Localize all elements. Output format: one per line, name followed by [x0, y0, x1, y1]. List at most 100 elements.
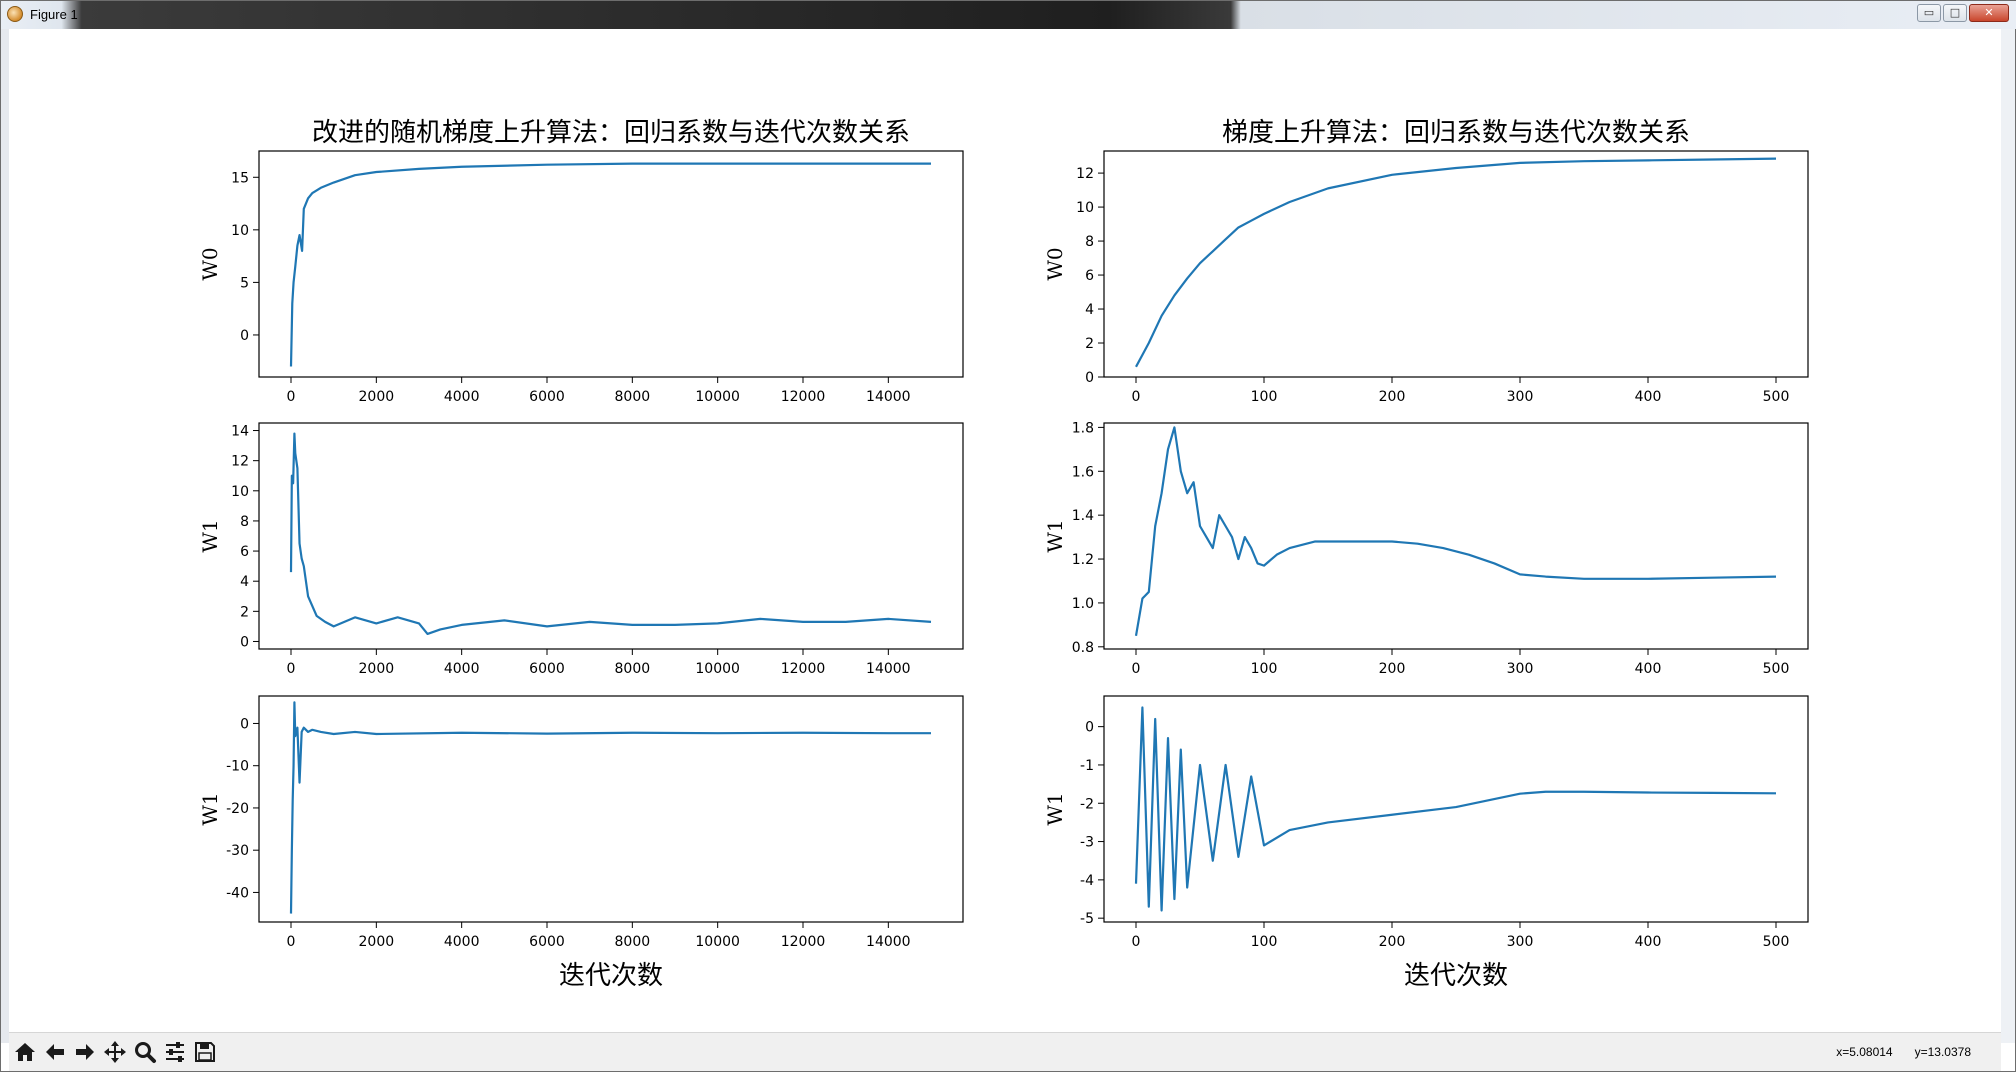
- y-axis-label: W1: [198, 792, 222, 825]
- window-title: Figure 1: [30, 7, 78, 22]
- x-tick-label: 400: [1635, 389, 1662, 405]
- x-tick-label: 0: [287, 934, 296, 950]
- y-tick-label: 14: [231, 424, 249, 440]
- y-tick-label: -2: [1080, 796, 1094, 812]
- y-tick-label: 1.6: [1072, 464, 1094, 480]
- x-tick-label: 0: [1132, 934, 1141, 950]
- title-bar[interactable]: Figure 1 ▭ □ ✕: [1, 1, 2016, 29]
- y-tick-label: -30: [226, 843, 249, 859]
- x-tick-label: 400: [1635, 661, 1662, 677]
- x-tick-label: 100: [1251, 934, 1278, 950]
- x-tick-label: 500: [1763, 934, 1790, 950]
- axes-frame: [1103, 150, 1809, 378]
- x-tick-label: 300: [1507, 934, 1534, 950]
- x-tick-label: 8000: [615, 389, 651, 405]
- x-tick-label: 12000: [781, 389, 826, 405]
- x-tick-label: 500: [1763, 389, 1790, 405]
- save-button[interactable]: [191, 1038, 219, 1066]
- y-tick-label: 0: [1085, 720, 1094, 736]
- y-tick-label: 0: [1085, 370, 1094, 386]
- series-line: [1135, 157, 1777, 368]
- x-tick-label: 2000: [359, 661, 395, 677]
- y-axis-label: W1: [198, 519, 222, 552]
- x-tick-label: 10000: [695, 934, 740, 950]
- x-tick-label: 14000: [866, 389, 911, 405]
- x-tick-label: 100: [1251, 661, 1278, 677]
- pan-icon: [104, 1041, 126, 1063]
- axes-frame: [258, 150, 964, 378]
- axes-frame: [258, 695, 964, 923]
- x-tick-label: 200: [1379, 389, 1406, 405]
- configure-subplots-button[interactable]: [161, 1038, 189, 1066]
- y-tick-label: -10: [226, 759, 249, 775]
- x-tick-label: 12000: [781, 934, 826, 950]
- window-controls: ▭ □ ✕: [1917, 4, 2009, 22]
- y-tick-label: 2: [240, 604, 249, 620]
- y-tick-label: 12: [231, 454, 249, 470]
- y-tick-label: 0: [240, 328, 249, 344]
- y-axis-label: W1: [1043, 519, 1067, 552]
- x-tick-label: 2000: [359, 934, 395, 950]
- cursor-coordinates: x=5.08014 y=13.0378: [1814, 1045, 1971, 1059]
- x-tick-label: 8000: [615, 934, 651, 950]
- x-tick-label: 400: [1635, 934, 1662, 950]
- zoom-icon: [135, 1042, 156, 1063]
- y-tick-label: 10: [231, 484, 249, 500]
- x-tick-label: 4000: [444, 934, 480, 950]
- y-tick-label: 1.4: [1072, 508, 1094, 524]
- x-tick-label: 12000: [781, 661, 826, 677]
- y-tick-label: 1.2: [1072, 552, 1094, 568]
- pan-button[interactable]: [101, 1038, 129, 1066]
- x-tick-label: 500: [1763, 661, 1790, 677]
- y-tick-label: -40: [226, 885, 249, 901]
- y-tick-label: -1: [1080, 758, 1094, 774]
- series-line: [1134, 706, 1777, 912]
- series-line: [289, 162, 931, 367]
- x-tick-label: 10000: [695, 661, 740, 677]
- axes-frame: [1103, 695, 1809, 923]
- x-tick-label: 300: [1507, 389, 1534, 405]
- back-button[interactable]: [41, 1038, 69, 1066]
- y-tick-label: 1.0: [1072, 596, 1094, 612]
- configure-subplots-icon: [166, 1042, 184, 1062]
- home-button[interactable]: [11, 1038, 39, 1066]
- subplot-title: 改进的随机梯度上升算法：回归系数与迭代次数关系: [312, 118, 910, 148]
- save-icon: [195, 1042, 215, 1062]
- x-tick-label: 8000: [615, 661, 651, 677]
- y-tick-label: 2: [1085, 336, 1094, 352]
- y-tick-label: 1.8: [1072, 420, 1094, 436]
- y-axis-label: W1: [1043, 792, 1067, 825]
- x-tick-label: 0: [1132, 389, 1141, 405]
- y-tick-label: -5: [1080, 911, 1094, 927]
- y-tick-label: 0: [240, 716, 249, 732]
- x-tick-label: 4000: [444, 661, 480, 677]
- y-tick-label: 12: [1076, 166, 1094, 182]
- coord-y: y=13.0378: [1914, 1045, 1971, 1059]
- close-button[interactable]: ✕: [1969, 4, 2009, 22]
- y-tick-label: 8: [1085, 234, 1094, 250]
- forward-button[interactable]: [71, 1038, 99, 1066]
- minimize-button[interactable]: ▭: [1917, 4, 1941, 22]
- y-tick-label: 0.8: [1072, 640, 1094, 656]
- subplot-right-0: 0 100 200 300 400 500 0 2 4 6 8 10 12 梯度上升算法：回归系数与迭代次…: [1043, 118, 1809, 405]
- x-tick-label: 0: [1132, 661, 1141, 677]
- x-tick-label: 6000: [529, 661, 565, 677]
- y-tick-label: 5: [240, 275, 249, 291]
- y-tick-label: -20: [226, 801, 249, 817]
- x-axis-label: 迭代次数: [559, 961, 663, 991]
- home-icon: [15, 1043, 35, 1061]
- maximize-button[interactable]: □: [1943, 4, 1967, 22]
- coord-x: x=5.08014: [1836, 1045, 1893, 1059]
- figure-canvas[interactable]: 0 2000 4000 6000 8000 10000 12000 14000 0 5 10 15 改进…: [9, 29, 2001, 1032]
- subplot-right-2: 0 100 200 300 400 500 0 -1 -2 -3 -4 -5 W1 迭代次数: [1043, 695, 1809, 991]
- x-tick-label: 2000: [359, 389, 395, 405]
- figure-svg: 0 2000 4000 6000 8000 10000 12000 14000051015改进…: [198, 118, 1809, 991]
- x-tick-label: 6000: [529, 389, 565, 405]
- subplot-left-2: 0 2000 4000 6000 8000 10000 12000 14000 0 -10 -20 -…: [198, 695, 964, 991]
- subplot-right-1: 0 100 200 300 400 500 0.8 1.0 1.2 1.4 1.6 1.8 W1: [1043, 420, 1809, 677]
- x-tick-label: 14000: [866, 934, 911, 950]
- y-axis-label: W0: [1043, 247, 1067, 280]
- zoom-button[interactable]: [131, 1038, 159, 1066]
- x-axis-label: 迭代次数: [1404, 961, 1508, 991]
